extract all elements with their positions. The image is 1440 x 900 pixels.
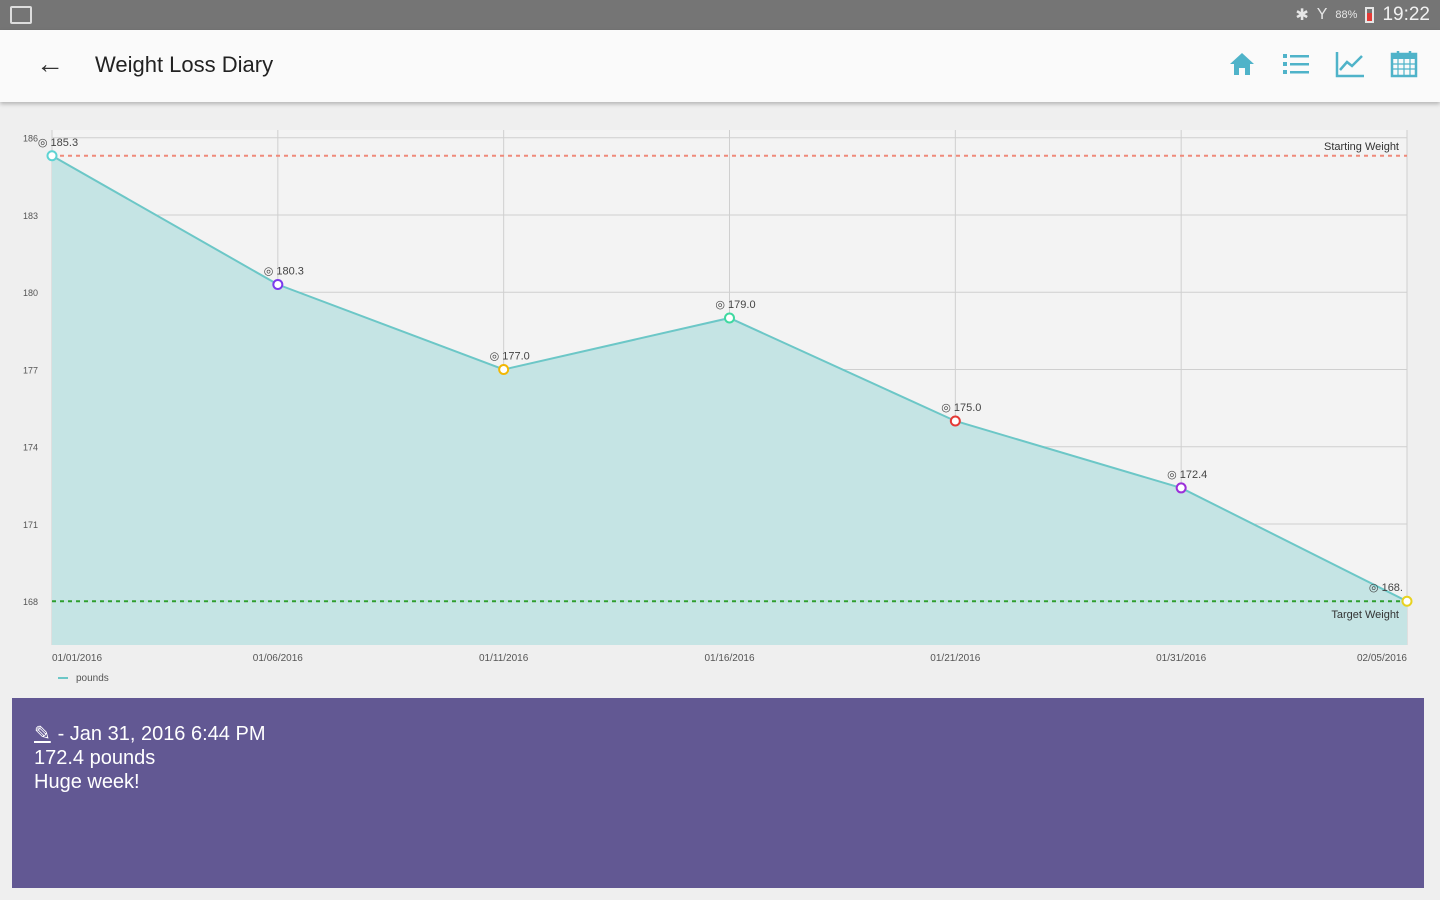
x-tick-label: 01/31/2016	[1156, 653, 1206, 664]
x-tick-label: 01/21/2016	[930, 653, 980, 664]
data-point	[498, 363, 510, 375]
reference-line-label: Target Weight	[1331, 609, 1399, 621]
y-tick-label: 168	[23, 597, 38, 607]
app-bar: ← Weight Loss Diary	[0, 30, 1440, 102]
data-point	[724, 312, 735, 324]
reference-line-label: Starting Weight	[1324, 141, 1399, 153]
data-label: ◎ 180.3	[264, 266, 304, 278]
x-tick-label: 01/06/2016	[253, 653, 303, 664]
data-label: ◎ 179.0	[715, 299, 755, 311]
page-title: Weight Loss Diary	[95, 52, 274, 77]
battery-icon	[1365, 7, 1375, 23]
data-point	[46, 150, 58, 162]
data-label: ◎ 175.0	[941, 402, 981, 414]
x-tick-label: 01/16/2016	[704, 653, 754, 664]
data-label: ◎ 185.3	[38, 137, 78, 149]
y-tick-label: 183	[23, 211, 38, 221]
calendar-icon[interactable]	[1388, 48, 1420, 80]
y-tick-label: 174	[23, 443, 38, 453]
data-label: ◎ 177.0	[490, 350, 530, 362]
y-tick-label: 180	[23, 288, 38, 298]
battery-percent: 88%	[1335, 9, 1358, 21]
back-arrow-icon[interactable]: ←	[36, 48, 64, 79]
status-icons: ✱ Y 88% 19:22	[1295, 4, 1430, 26]
bluetooth-icon: ✱	[1295, 7, 1309, 24]
mood-icon: ✎	[34, 723, 51, 745]
weight-chart-svg: Starting Weight Target Weight 186 183 180 177…	[23, 130, 1413, 684]
x-tick-label: 01/11/2016	[479, 653, 529, 664]
y-tick-label: 186	[23, 134, 38, 144]
entry-weight: 172.4 pounds	[34, 747, 156, 769]
y-tick-label: 177	[23, 365, 38, 375]
toolbar-actions	[1226, 48, 1420, 80]
data-point	[949, 415, 961, 427]
x-tick-label: 01/01/2016	[52, 653, 102, 664]
legend-label: pounds	[76, 673, 109, 684]
chart-icon[interactable]	[1334, 48, 1366, 80]
data-label: ◎ 168.	[1369, 582, 1403, 594]
data-point	[1175, 482, 1187, 494]
data-point	[272, 279, 284, 290]
status-bar: ✱ Y 88% 19:22	[0, 0, 1440, 30]
entry-note: Huge week!	[34, 771, 140, 793]
series-area-pounds	[52, 155, 1407, 645]
weight-chart[interactable]: Starting Weight Target Weight 186 183 180 177…	[0, 110, 1440, 690]
home-icon[interactable]	[1226, 48, 1258, 80]
x-tick-label: 02/05/2016	[1357, 653, 1407, 664]
entry-datetime: - Jan 31, 2016 6:44 PM	[57, 723, 266, 745]
entry-datetime-row: ✎ - Jan 31, 2016 6:44 PM	[34, 722, 1402, 746]
y-tick-label: 171	[23, 520, 38, 530]
data-label: ◎ 172.4	[1167, 469, 1207, 481]
gallery-notification-icon	[10, 6, 32, 24]
entry-detail-panel: ✎ - Jan 31, 2016 6:44 PM 172.4 pounds Hu…	[12, 698, 1424, 888]
data-point	[1401, 595, 1413, 607]
signal-icon: Y	[1316, 6, 1328, 23]
list-icon[interactable]	[1280, 48, 1312, 80]
status-clock: 19:22	[1382, 4, 1430, 25]
